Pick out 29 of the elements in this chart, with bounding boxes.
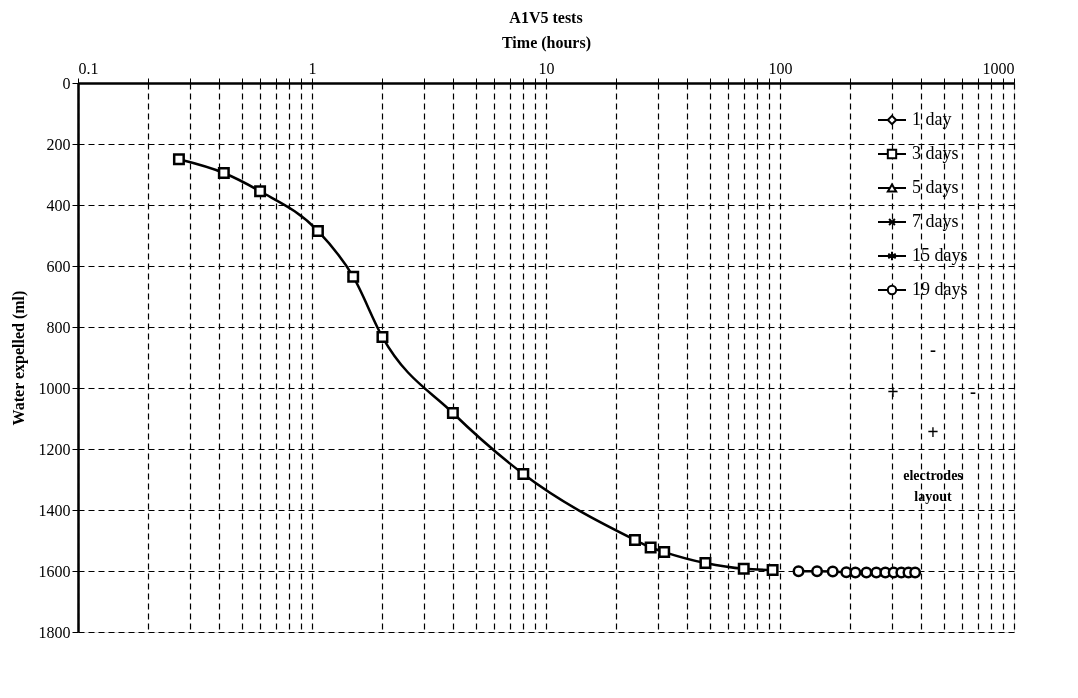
legend-label: 3 days: [912, 143, 959, 163]
annotation: layout: [914, 489, 952, 504]
legend-label: 15 days: [912, 245, 968, 265]
x-tick-label: 1: [308, 59, 317, 77]
y-tick-label: 1200: [38, 440, 71, 458]
annotation: electrodes: [903, 468, 964, 483]
chart-title: A1V5 tests: [509, 9, 583, 26]
y-tick-label: 1800: [38, 623, 71, 641]
y-tick-label: 1000: [38, 379, 71, 397]
y-tick-label: 0: [62, 74, 71, 92]
annotation: -: [970, 382, 976, 402]
y-tick-label: 800: [46, 318, 71, 336]
y-tick-label: 600: [46, 257, 71, 275]
x-axis-title: Time (hours): [501, 33, 592, 52]
x-tick-label: 100: [768, 59, 793, 77]
legend-label: 1 day: [912, 109, 952, 129]
y-tick-label: 200: [46, 135, 71, 153]
annotation: -: [930, 340, 936, 360]
y-tick-label: 1600: [38, 562, 71, 580]
x-tick-label: 1000: [982, 59, 1015, 77]
x-tick-label: 10: [538, 59, 555, 77]
annotation: +: [927, 421, 939, 443]
y-axis-title: Water expelled (ml): [9, 290, 28, 426]
y-tick-label: 1400: [38, 501, 71, 519]
legend-label: 19 days: [912, 279, 968, 299]
legend-label: 7 days: [912, 211, 959, 231]
y-tick-label: 400: [46, 196, 71, 214]
legend-label: 5 days: [912, 177, 959, 197]
x-tick-label: 0.1: [78, 59, 99, 77]
